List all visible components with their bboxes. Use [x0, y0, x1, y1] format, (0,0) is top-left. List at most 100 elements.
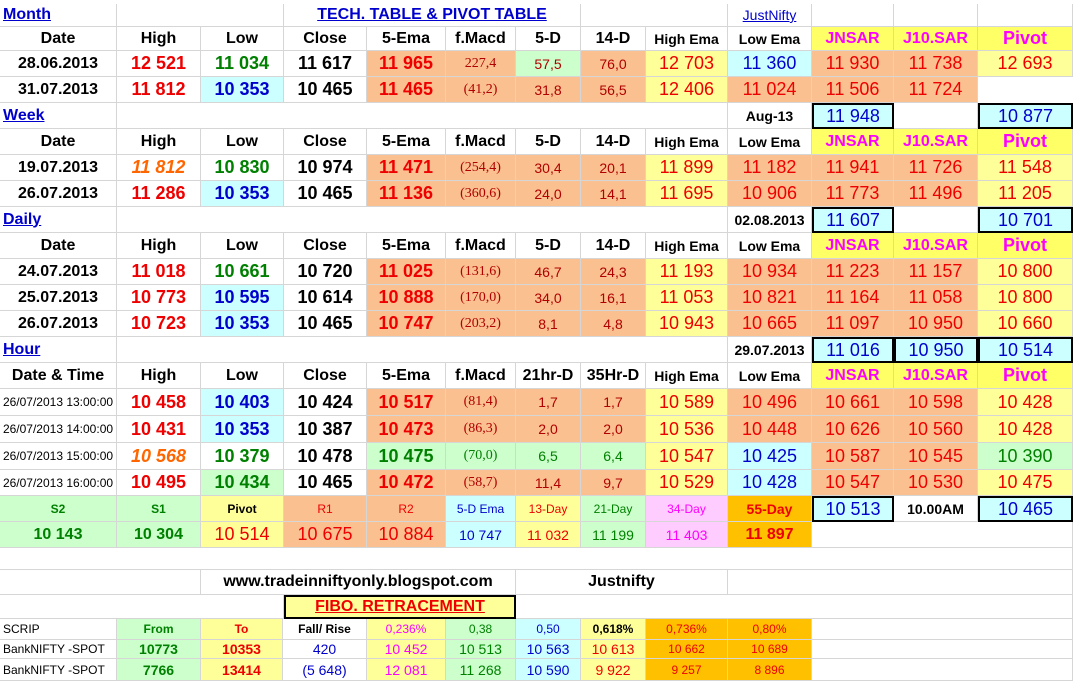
hour-header-0: Date & Time: [0, 363, 117, 389]
hour-row-3-col-6: 11,4: [516, 470, 581, 496]
week-row-0-col-5: (254,4): [446, 155, 516, 181]
month-row-0-col-9: 11 360: [728, 51, 812, 77]
daily-row-1-col-9: 10 821: [728, 285, 812, 311]
week-summary-date: 02.08.2013: [728, 207, 812, 233]
week-row-1-col-9: 10 906: [728, 181, 812, 207]
hour-row-0-col-12: 10 428: [978, 389, 1073, 416]
fibo-header-4: 0,236%: [367, 619, 446, 640]
website-label: www.tradeinniftyonly.blogspot.com: [201, 570, 516, 595]
week-row-0-col-7: 20,1: [581, 155, 646, 181]
week-header-7: 14-D: [581, 129, 646, 155]
cell: [581, 4, 728, 27]
daily-header-5: f.Macd: [446, 233, 516, 259]
level-value-0: 10 143: [0, 522, 117, 548]
month-summary-pivot: 10 877: [978, 103, 1073, 129]
cell: [0, 595, 284, 619]
fibo-row-1-col-5: 11 268: [446, 659, 516, 681]
daily-row-2-col-10: 11 097: [812, 311, 894, 337]
month-row-1-col-10: 11 506: [812, 77, 894, 103]
level-value-5: 10 747: [446, 522, 516, 548]
cell: [516, 595, 1073, 619]
month-header-12: Pivot: [978, 27, 1073, 51]
daily-row-2-col-0: 26.07.2013: [0, 311, 117, 337]
month-row-0-col-8: 12 703: [646, 51, 728, 77]
month-header-0: Date: [0, 27, 117, 51]
section-title-daily: Daily: [0, 207, 117, 233]
week-row-0-col-1: 11 812: [117, 155, 201, 181]
daily-header-1: High: [117, 233, 201, 259]
week-row-1-col-7: 14,1: [581, 181, 646, 207]
month-header-3: Close: [284, 27, 367, 51]
hour-row-3-col-12: 10 475: [978, 470, 1073, 496]
month-row-1-col-9: 11 024: [728, 77, 812, 103]
fibo-header-2: To: [201, 619, 283, 640]
daily-row-1-col-3: 10 614: [284, 285, 367, 311]
hour-row-1-col-6: 2,0: [516, 416, 581, 443]
month-summary-jnsar: 11 948: [812, 103, 894, 129]
daily-row-1-col-7: 16,1: [581, 285, 646, 311]
fibo-row-1-col-9: 8 896: [728, 659, 812, 681]
section-title-month: Month: [0, 4, 117, 27]
fibo-row-0-col-6: 10 563: [516, 640, 581, 659]
hour-row-0-col-1: 10 458: [117, 389, 201, 416]
daily-row-1-col-0: 25.07.2013: [0, 285, 117, 311]
daily-row-1-col-10: 11 164: [812, 285, 894, 311]
hour-row-2-col-9: 10 425: [728, 443, 812, 470]
week-header-0: Date: [0, 129, 117, 155]
daily-row-2-col-4: 10 747: [367, 311, 446, 337]
hour-row-2-col-5: (70,0): [446, 443, 516, 470]
hour-row-1-col-8: 10 536: [646, 416, 728, 443]
month-header-7: 14-D: [581, 27, 646, 51]
week-row-0-col-10: 11 941: [812, 155, 894, 181]
fibo-row-0-col-1: 10773: [117, 640, 201, 659]
week-row-0-col-0: 19.07.2013: [0, 155, 117, 181]
week-header-12: Pivot: [978, 129, 1073, 155]
daily-row-1-col-6: 34,0: [516, 285, 581, 311]
level-label-7: 21-Day: [581, 496, 646, 522]
hour-header-1: High: [117, 363, 201, 389]
level-label-9: 55-Day: [728, 496, 812, 522]
page-title: TECH. TABLE & PIVOT TABLE: [284, 4, 581, 27]
month-row-1-col-8: 12 406: [646, 77, 728, 103]
daily-row-0-col-7: 24,3: [581, 259, 646, 285]
daily-row-0-col-12: 10 800: [978, 259, 1073, 285]
fibo-filler: [812, 640, 1073, 659]
hour-row-3-col-1: 10 495: [117, 470, 201, 496]
fibo-row-1-col-2: 13414: [201, 659, 283, 681]
fibo-row-1-col-6: 10 590: [516, 659, 581, 681]
month-header-2: Low: [201, 27, 284, 51]
daily-summary-jnsar: 11 016: [812, 337, 894, 363]
daily-row-0-col-5: (131,6): [446, 259, 516, 285]
week-row-0-col-8: 11 899: [646, 155, 728, 181]
level-label-0: S2: [0, 496, 117, 522]
hour-row-2-col-2: 10 379: [201, 443, 284, 470]
daily-header-4: 5-Ema: [367, 233, 446, 259]
level-value-9: 11 897: [728, 522, 812, 548]
cell: [117, 103, 728, 129]
daily-row-1-col-5: (170,0): [446, 285, 516, 311]
hour-row-0-col-5: (81,4): [446, 389, 516, 416]
month-row-0-col-12: 12 693: [978, 51, 1073, 77]
daily-row-2-col-8: 10 943: [646, 311, 728, 337]
cell: [812, 4, 894, 27]
daily-row-2-col-5: (203,2): [446, 311, 516, 337]
hour-header-2: Low: [201, 363, 284, 389]
hour-row-0-col-0: 26/07/2013 13:00:00: [0, 389, 117, 416]
hour-header-4: 5-Ema: [367, 363, 446, 389]
hour-row-1-col-1: 10 431: [117, 416, 201, 443]
cell: [812, 522, 1073, 548]
week-row-0-col-2: 10 830: [201, 155, 284, 181]
cell: [117, 337, 728, 363]
daily-row-2-col-1: 10 723: [117, 311, 201, 337]
week-row-1-col-5: (360,6): [446, 181, 516, 207]
footer-brand: Justnifty: [516, 570, 728, 595]
daily-header-8: High Ema: [646, 233, 728, 259]
week-row-1-col-2: 10 353: [201, 181, 284, 207]
fibo-row-0-col-0: BankNIFTY -SPOT: [0, 640, 117, 659]
cell: [894, 207, 978, 233]
cell: [117, 4, 284, 27]
hour-header-8: High Ema: [646, 363, 728, 389]
levels-time: 10.00AM: [894, 496, 978, 522]
month-row-1-col-2: 10 353: [201, 77, 284, 103]
